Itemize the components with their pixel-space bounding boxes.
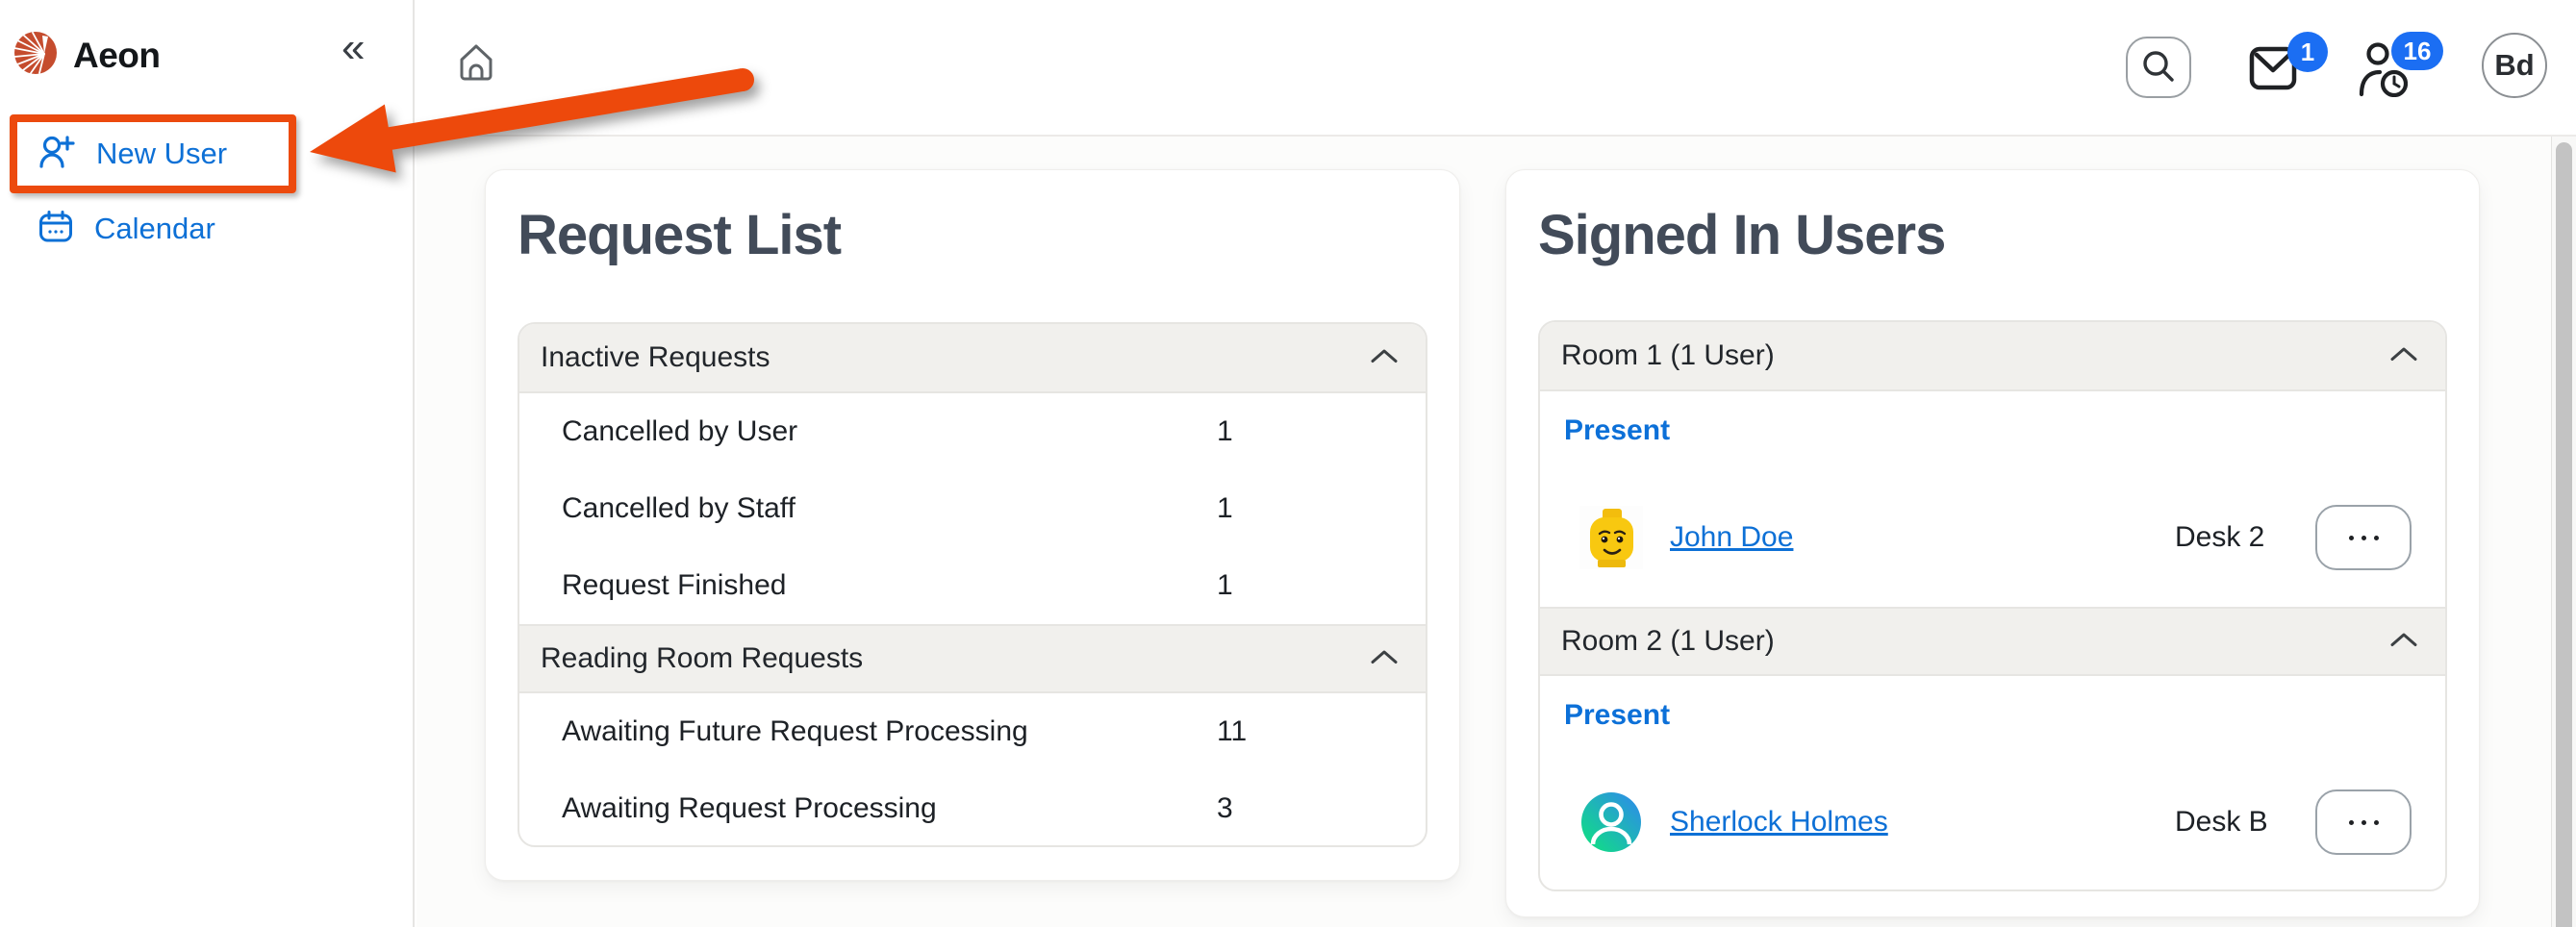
- stat-row: Request Finished 1: [519, 547, 1426, 624]
- user-row-sherlock-holmes: Sherlock Holmes Desk B: [1564, 789, 2412, 855]
- stat-label: Cancelled by User: [562, 415, 798, 447]
- mail-count-badge: 1: [2287, 32, 2328, 72]
- stat-value: 1: [1217, 569, 1233, 601]
- mail-icon: [2249, 46, 2297, 96]
- room-2-body: Present: [1540, 676, 2445, 889]
- section-header-reading-room-requests[interactable]: Reading Room Requests: [519, 624, 1426, 693]
- user-row-john-doe: John Doe Desk 2: [1564, 505, 2412, 570]
- stat-row: Awaiting Request Processing 3: [519, 770, 1426, 845]
- stat-value: 1: [1217, 415, 1233, 447]
- desk-label: Desk B: [2175, 806, 2268, 838]
- section-label: Reading Room Requests: [541, 642, 864, 674]
- users-count-badge: 16: [2391, 32, 2443, 70]
- section-label: Inactive Requests: [541, 341, 770, 373]
- stat-value: 3: [1217, 792, 1233, 824]
- aeon-logo-icon: [13, 31, 58, 80]
- stat-row: Cancelled by User 1: [519, 393, 1426, 470]
- sidebar-item-label: New User: [96, 137, 228, 170]
- sidebar-item-label: Calendar: [94, 212, 215, 245]
- sidebar-item-new-user[interactable]: New User: [38, 133, 227, 175]
- top-header: 1 16 Bd: [417, 0, 2576, 137]
- request-list-title: Request List: [518, 204, 842, 266]
- chevron-double-left-icon: «: [341, 24, 366, 71]
- chevron-up-icon: [1370, 348, 1399, 368]
- search-button[interactable]: [2126, 37, 2191, 98]
- avatar-initials: Bd: [2494, 48, 2535, 82]
- chevron-up-icon: [2389, 346, 2418, 366]
- app-name: Aeon: [73, 35, 161, 75]
- scrollbar-track: [2551, 137, 2576, 927]
- home-icon: [456, 44, 496, 87]
- sidebar: Aeon « New User Calen: [0, 0, 415, 927]
- user-plus-icon: [38, 135, 75, 174]
- sidebar-collapse-button[interactable]: «: [341, 27, 365, 69]
- more-actions-button[interactable]: [2315, 789, 2412, 855]
- sidebar-item-calendar[interactable]: Calendar: [38, 208, 215, 250]
- signed-in-users-panel: Room 1 (1 User) Present: [1538, 320, 2447, 891]
- mail-button[interactable]: [2249, 43, 2297, 93]
- stat-value: 11: [1217, 715, 1248, 747]
- stat-row: Cancelled by Staff 1: [519, 470, 1426, 547]
- desk-label: Desk 2: [2175, 521, 2265, 553]
- home-button[interactable]: [453, 40, 499, 87]
- stat-value: 1: [1217, 492, 1233, 524]
- section-header-room-1[interactable]: Room 1 (1 User): [1540, 322, 2445, 391]
- user-name-link[interactable]: Sherlock Holmes: [1670, 806, 1888, 838]
- stat-label: Cancelled by Staff: [562, 492, 796, 524]
- chevron-up-icon: [1370, 649, 1399, 669]
- user-name-link[interactable]: John Doe: [1670, 521, 1794, 553]
- calendar-icon: [38, 210, 73, 248]
- user-clock-icon: [2358, 42, 2409, 100]
- stat-row: Awaiting Future Request Processing 11: [519, 693, 1426, 770]
- gradient-person-avatar: [1579, 790, 1643, 854]
- room-label: Room 2 (1 User): [1561, 625, 1775, 657]
- section-header-room-2[interactable]: Room 2 (1 User): [1540, 607, 2445, 676]
- stat-label: Request Finished: [562, 569, 787, 601]
- search-icon: [2139, 47, 2178, 88]
- ellipsis-icon: [2348, 535, 2354, 540]
- room-1-body: Present: [1540, 391, 2445, 607]
- stat-label: Awaiting Future Request Processing: [562, 715, 1028, 747]
- user-avatar[interactable]: Bd: [2482, 33, 2547, 98]
- request-list-card: Request List Inactive Requests Cancelled…: [485, 169, 1460, 881]
- section-header-inactive-requests[interactable]: Inactive Requests: [519, 324, 1426, 393]
- stat-label: Awaiting Request Processing: [562, 792, 937, 824]
- signed-in-users-card: Signed In Users Room 1 (1 User) Present: [1505, 169, 2480, 917]
- room-label: Room 1 (1 User): [1561, 339, 1775, 371]
- signed-in-users-title: Signed In Users: [1538, 204, 1946, 266]
- lego-head-avatar: [1579, 506, 1643, 569]
- app-logo: Aeon: [13, 31, 161, 80]
- ellipsis-icon: [2348, 819, 2354, 825]
- signed-in-users-button[interactable]: [2358, 41, 2409, 98]
- request-list-panel: Inactive Requests Cancelled by User 1 Ca…: [518, 322, 1427, 847]
- chevron-up-icon: [2389, 632, 2418, 652]
- present-status-label: Present: [1564, 699, 1671, 731]
- present-status-label: Present: [1564, 414, 1671, 446]
- more-actions-button[interactable]: [2315, 505, 2412, 570]
- scrollbar-thumb[interactable]: [2556, 142, 2572, 927]
